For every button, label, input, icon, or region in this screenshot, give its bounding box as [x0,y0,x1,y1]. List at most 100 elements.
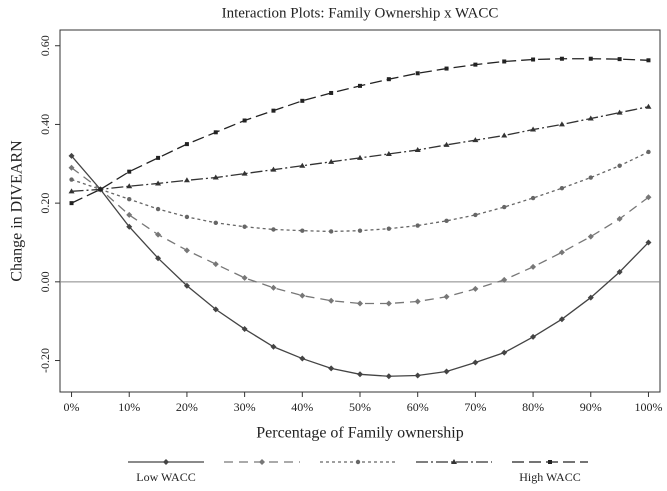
marker [558,249,565,256]
marker [270,166,277,172]
x-tick-label: 70% [464,400,486,414]
marker [357,300,363,307]
marker [645,239,652,246]
marker [241,274,248,281]
marker [502,204,507,210]
marker [69,201,74,206]
x-tick-label: 60% [407,400,429,414]
marker [68,188,75,194]
marker [127,169,132,174]
marker [645,194,652,201]
marker [155,255,162,262]
marker [184,214,190,220]
y-tick-label: 0.20 [38,193,52,214]
x-tick-label: 30% [234,400,256,414]
marker [530,195,536,201]
marker [414,298,421,305]
marker [127,196,132,202]
marker [646,58,651,63]
marker [530,126,537,132]
marker [444,218,449,224]
marker [587,115,594,121]
marker [241,170,248,176]
series-line [71,106,649,192]
marker [588,175,593,180]
marker [414,372,421,379]
series-line [71,151,649,233]
marker [126,183,133,189]
marker [259,459,265,465]
marker [502,59,507,64]
marker [646,149,651,155]
marker [443,293,450,300]
marker [617,163,622,168]
marker [472,285,479,292]
marker [385,150,392,156]
marker [530,263,537,270]
marker [242,118,247,123]
x-tick-label: 80% [522,400,544,414]
marker [616,109,623,115]
marker [155,180,162,186]
marker [329,90,334,95]
marker [300,98,305,103]
legend-label: Low WACC [136,470,195,484]
marker [415,223,420,228]
marker [184,142,189,147]
x-axis-label: Percentage of Family ownership [256,425,464,442]
marker [444,66,449,71]
marker [156,155,161,160]
marker [328,297,335,304]
marker [155,231,162,238]
x-tick-label: 100% [634,400,662,414]
marker [213,220,218,226]
marker [415,71,420,76]
marker [241,326,248,333]
x-tick-label: 50% [349,400,371,414]
marker [270,343,277,350]
marker [414,147,421,153]
marker [588,56,593,61]
marker [451,459,457,464]
marker [242,224,247,229]
marker [616,215,623,222]
marker [616,268,623,275]
marker [559,56,564,61]
marker [357,228,363,233]
chart-title: Interaction Plots: Family Ownership x WA… [222,5,499,21]
marker [270,284,277,291]
marker [357,371,363,378]
marker [472,359,479,366]
marker [183,247,190,254]
marker [531,57,536,62]
marker [357,154,363,160]
marker [126,223,133,230]
marker [328,365,335,372]
marker [473,212,478,218]
marker [183,282,190,289]
marker [548,460,552,464]
x-tick-label: 40% [291,400,313,414]
marker [212,174,219,180]
marker [617,57,622,62]
marker [328,229,334,234]
marker [355,459,361,465]
marker [271,227,276,232]
marker [155,206,161,212]
marker [300,228,305,233]
marker [126,211,133,218]
y-axis-label: Change in DIVEARN [9,140,26,282]
x-tick-label: 90% [580,400,602,414]
marker [501,349,508,356]
marker [271,108,276,113]
marker [587,233,594,240]
y-tick-label: -0.20 [38,348,52,373]
marker [98,187,103,192]
y-tick-label: 0.00 [38,271,52,292]
marker [559,185,565,191]
x-tick-label: 10% [118,400,140,414]
marker [213,130,218,135]
marker [645,103,652,109]
series-line [71,167,649,305]
